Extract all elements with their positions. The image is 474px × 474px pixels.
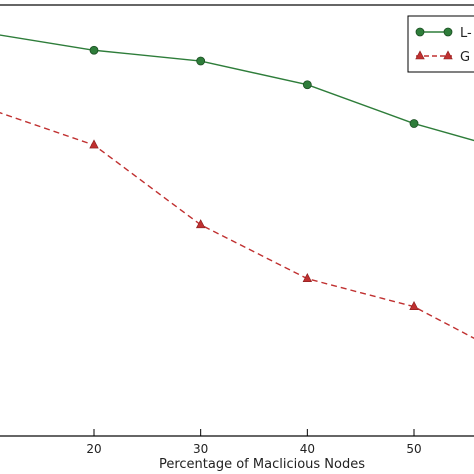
- data-point-legend: [415, 27, 425, 37]
- legend-label: G: [460, 50, 470, 65]
- x-tick-label: 20: [86, 442, 101, 456]
- data-point-legend: [443, 50, 453, 60]
- data-point-legend: [415, 50, 425, 60]
- series-layer: [0, 34, 474, 340]
- data-point: [195, 219, 206, 229]
- series-line: [0, 112, 474, 340]
- x-tick-label: 30: [193, 442, 208, 456]
- data-point: [409, 301, 419, 311]
- legend: L- G: [407, 15, 474, 73]
- x-tick-label: 50: [406, 442, 421, 456]
- legend-box: [407, 15, 474, 73]
- legend-entries: L- G: [415, 26, 472, 65]
- legend-label: L-: [460, 26, 472, 41]
- legend-entry: L-: [415, 26, 472, 41]
- data-point: [89, 45, 99, 55]
- x-tick-label: 40: [300, 442, 315, 456]
- data-point-legend: [443, 27, 453, 37]
- series-1: [0, 34, 474, 142]
- plot-frame: [0, 4, 474, 437]
- data-point: [302, 273, 313, 282]
- series-2: [0, 112, 474, 340]
- x-axis-label: Percentage of Maclicious Nodes: [159, 457, 365, 472]
- series-line: [0, 34, 474, 142]
- data-point: [302, 80, 312, 90]
- data-point: [409, 119, 419, 128]
- legend-entry: G: [415, 50, 470, 65]
- data-point: [196, 56, 206, 66]
- data-point: [89, 139, 99, 149]
- axes-layer: 20 30 40 50: [0, 4, 474, 456]
